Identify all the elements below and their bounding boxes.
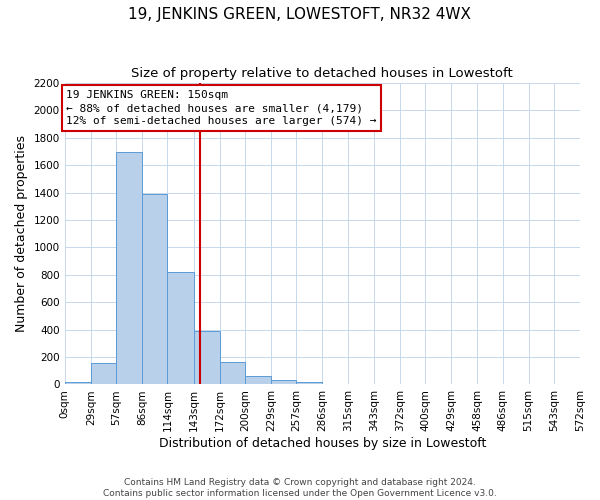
Bar [65,382,91,384]
Text: Contains HM Land Registry data © Crown copyright and database right 2024.
Contai: Contains HM Land Registry data © Crown c… [103,478,497,498]
Bar [296,382,322,384]
Title: Size of property relative to detached houses in Lowestoft: Size of property relative to detached ho… [131,68,513,80]
Text: 19 JENKINS GREEN: 150sqm
← 88% of detached houses are smaller (4,179)
12% of sem: 19 JENKINS GREEN: 150sqm ← 88% of detach… [67,90,377,126]
Bar [142,194,167,384]
Bar [245,376,271,384]
Bar [271,380,296,384]
X-axis label: Distribution of detached houses by size in Lowestoft: Distribution of detached houses by size … [158,437,486,450]
Bar [220,362,245,384]
Bar [193,331,220,384]
Y-axis label: Number of detached properties: Number of detached properties [15,136,28,332]
Bar [91,363,116,384]
Text: 19, JENKINS GREEN, LOWESTOFT, NR32 4WX: 19, JENKINS GREEN, LOWESTOFT, NR32 4WX [128,8,472,22]
Bar [167,272,193,384]
Bar [116,152,142,384]
